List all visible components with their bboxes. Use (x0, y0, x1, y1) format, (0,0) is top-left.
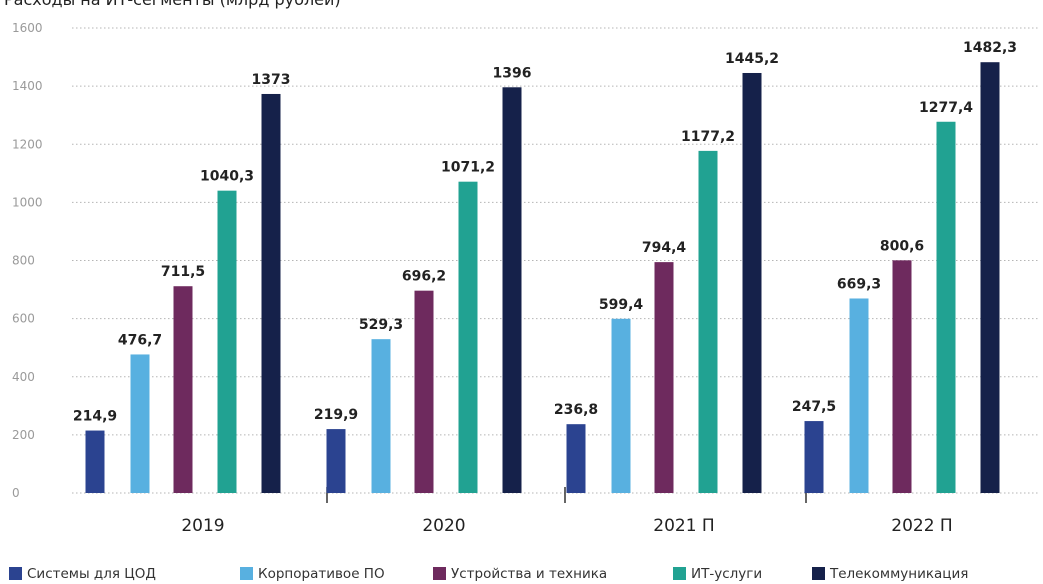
data-label: 1373 (252, 72, 291, 88)
bar (892, 260, 912, 493)
data-label: 529,3 (359, 317, 403, 333)
x-tick-label: 2019 (181, 516, 224, 536)
bar (458, 181, 478, 493)
x-tick-label: 2021 П (653, 516, 714, 536)
bar (371, 339, 391, 493)
data-label: 247,5 (792, 399, 836, 415)
data-label: 214,9 (73, 409, 117, 425)
legend-label: Корпоративое ПО (258, 566, 385, 582)
legend-label: Устройства и техника (451, 566, 607, 582)
bar (217, 190, 237, 493)
data-label: 236,8 (554, 402, 598, 418)
y-tick-label: 200 (12, 428, 35, 442)
chart-title-strip: Расходы на ИТ-сегменты (млрд рублей) (0, 0, 1043, 14)
data-label: 476,7 (118, 332, 162, 348)
legend-label: Системы для ЦОД (27, 566, 156, 582)
data-label: 1482,3 (963, 40, 1017, 56)
legend-swatch (812, 567, 825, 580)
data-label: 1177,2 (681, 129, 735, 145)
data-label: 1071,2 (441, 160, 495, 176)
data-label: 711,5 (161, 264, 205, 280)
legend-swatch (433, 567, 446, 580)
data-label: 599,4 (599, 297, 644, 313)
bar (742, 72, 762, 494)
bar (698, 150, 718, 493)
data-label: 696,2 (402, 269, 446, 285)
bar (130, 354, 150, 493)
bar (804, 421, 824, 493)
legend-swatch (9, 567, 22, 580)
y-tick-label: 400 (12, 370, 35, 384)
data-label: 1445,2 (725, 51, 779, 67)
bar (980, 62, 1000, 493)
bar (326, 429, 346, 493)
data-label: 1396 (493, 65, 532, 81)
data-label: 1277,4 (919, 100, 973, 116)
y-tick-label: 1000 (12, 195, 43, 209)
legend-label: ИТ-услуги (691, 566, 762, 582)
bar (173, 286, 193, 493)
x-tick-label: 2022 П (891, 516, 952, 536)
bar (611, 318, 631, 493)
y-tick-label: 600 (12, 312, 35, 326)
y-tick-label: 0 (12, 486, 20, 500)
x-tick-label: 2020 (422, 516, 465, 536)
data-label: 219,9 (314, 407, 358, 423)
bar (654, 262, 674, 493)
bar (566, 424, 586, 493)
data-label: 669,3 (837, 276, 881, 292)
bar (502, 87, 522, 493)
bar (414, 290, 434, 493)
legend-label: Телекоммуникация (829, 566, 968, 582)
data-label: 1040,3 (200, 169, 254, 185)
bar (936, 121, 956, 494)
legend-swatch (240, 567, 253, 580)
bar (261, 93, 281, 494)
data-label: 800,6 (880, 238, 924, 254)
chart-title: Расходы на ИТ-сегменты (млрд рублей) (4, 0, 341, 9)
bar (85, 430, 105, 493)
legend-swatch (673, 567, 686, 580)
data-label: 794,4 (642, 240, 687, 256)
y-tick-label: 1600 (12, 21, 43, 35)
y-tick-label: 1400 (12, 79, 43, 93)
bar (849, 298, 869, 493)
y-tick-label: 1200 (12, 137, 43, 151)
y-tick-label: 800 (12, 254, 35, 268)
